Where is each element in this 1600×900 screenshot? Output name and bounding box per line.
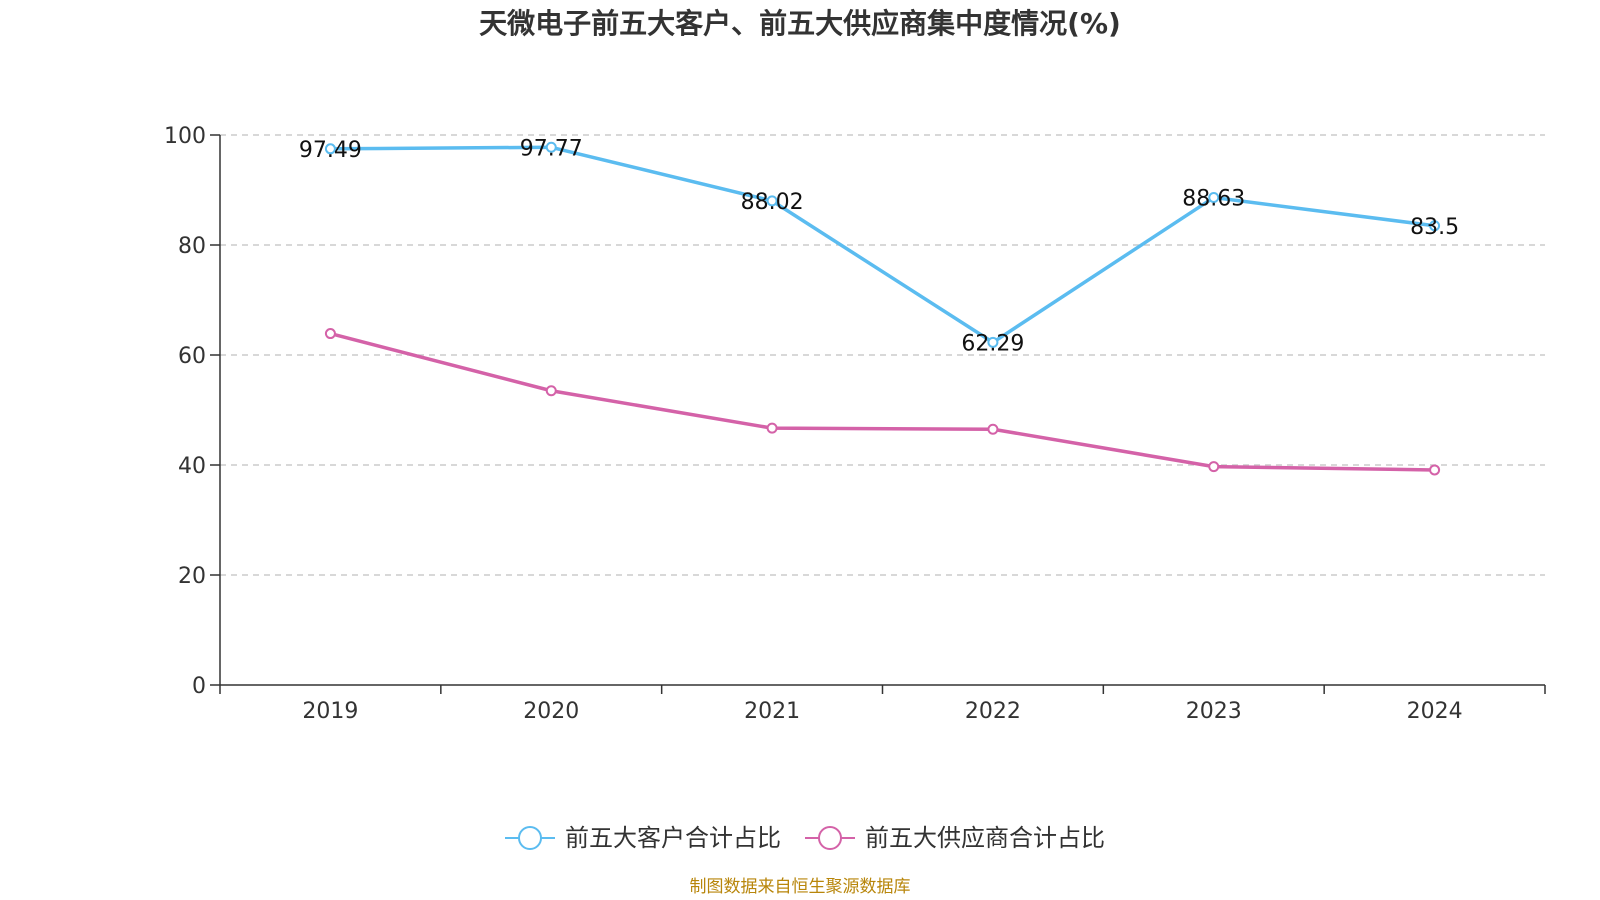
y-tick-label: 20 [178,564,206,589]
data-point[interactable] [987,336,999,348]
y-tick-label: 40 [178,454,206,479]
data-point[interactable] [1208,461,1220,473]
grid [220,134,1545,576]
axes: 0 20 40 60 80 100 2019 2020 2021 2022 2023 2024 [164,124,1546,724]
y-tick-label: 80 [178,234,206,259]
legend-item-1[interactable]: 前五大客户合计占比 [505,824,781,852]
data-point[interactable] [545,385,557,397]
legend-item-2[interactable]: 前五大供应商合计占比 [805,824,1105,852]
x-tick-label: 2024 [1407,699,1463,724]
data-label: 97.77 [520,136,583,161]
x-tick-label: 2019 [302,699,358,724]
legend-label: 前五大客户合计占比 [565,824,781,852]
x-tick-label: 2022 [965,699,1021,724]
legend-marker [518,826,542,850]
x-tick-label: 2021 [744,699,800,724]
data-point[interactable] [545,141,557,153]
data-label: 62.29 [961,331,1024,356]
series-line-2 [329,331,1435,472]
chart-title: 天微电子前五大客户、前五大供应商集中度情况(%) [479,7,1121,40]
x-tick-label: 2020 [523,699,579,724]
source-note: 制图数据来自恒生聚源数据库 [690,877,911,897]
data-point[interactable] [1208,192,1220,204]
data-point[interactable] [987,423,999,435]
data-point[interactable] [1429,220,1441,232]
y-tick-label: 100 [164,124,206,149]
y-tick-label: 0 [192,674,206,699]
legend[interactable]: 前五大客户合计占比 前五大供应商合计占比 [505,824,1105,852]
x-tick-label: 2023 [1186,699,1242,724]
y-tick-label: 60 [178,344,206,369]
data-label: 97.49 [299,138,362,163]
data-point[interactable] [324,143,336,155]
data-point[interactable] [766,422,778,434]
series-line-1 [330,145,1435,345]
data-labels: 97.49 97.77 88.02 62.29 88.63 83.5 [299,136,1459,356]
data-point[interactable] [766,195,778,207]
data-point[interactable] [1429,464,1441,476]
data-label: 83.5 [1410,215,1459,240]
series-layer [324,141,1441,476]
data-label: 88.63 [1182,187,1245,212]
data-point[interactable] [324,328,336,340]
legend-marker [818,826,842,850]
data-label: 88.02 [741,190,804,215]
legend-label: 前五大供应商合计占比 [865,824,1105,852]
